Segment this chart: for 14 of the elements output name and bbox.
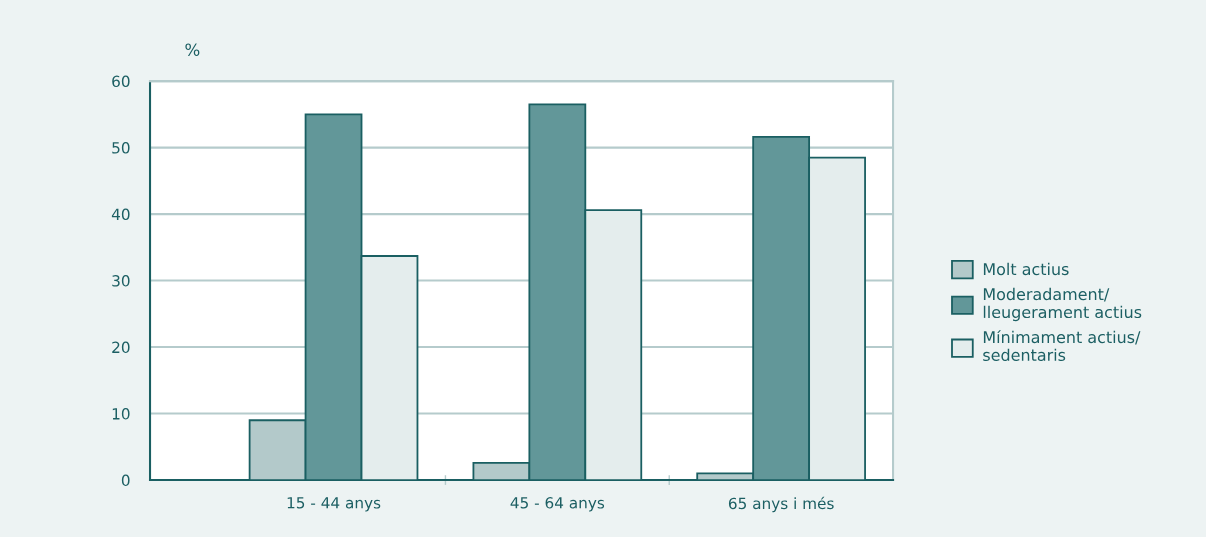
y-tick-label: 0: [121, 474, 130, 487]
y-tick-label: 60: [112, 75, 130, 88]
legend-label: Molt actius: [983, 262, 1069, 276]
legend-label: Moderadament/ lleugerament actius: [983, 287, 1142, 322]
x-tick-label: 45 - 64 anys: [510, 497, 605, 512]
y-tick-label: 40: [111, 208, 130, 221]
x-tick-label: 15 - 44 anys: [287, 497, 381, 512]
y-tick-label: 10: [112, 408, 130, 420]
x-tick-label: 65 anys i més: [728, 496, 834, 513]
y-tick-label: 50: [112, 142, 130, 154]
legend-label: Mínimament actius/ sedentaris: [983, 330, 1141, 362]
y-axis-title: %: [185, 43, 200, 56]
y-tick-label: 20: [112, 341, 130, 354]
y-tick-label: 30: [112, 275, 130, 287]
